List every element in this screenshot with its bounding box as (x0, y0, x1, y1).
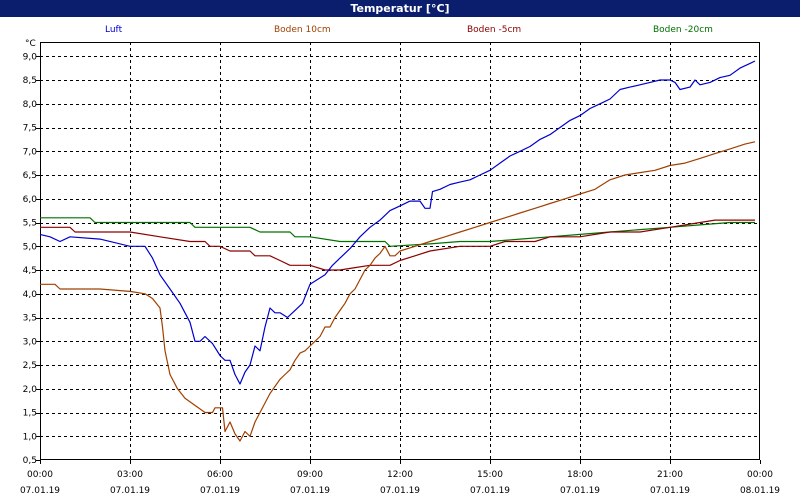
series-line-boden-20cm (40, 217, 755, 247)
y-tick-label: 1,0 (23, 432, 38, 442)
x-tick-time: 15:00 (477, 470, 503, 480)
y-tick-label: 7,5 (23, 124, 37, 134)
y-tick-label: 8,5 (23, 76, 37, 86)
series-line-boden-5cm (40, 219, 755, 271)
y-tick-label: 2,5 (23, 361, 37, 371)
x-tick-time: 18:00 (567, 470, 593, 480)
plot-frame (40, 42, 760, 460)
x-tick-date: 07.01.19 (560, 486, 600, 496)
y-tick-label: 0,5 (23, 456, 37, 466)
y-tick-label: 2,0 (23, 385, 38, 395)
window-title: Temperatur [°C] (0, 0, 800, 17)
y-tick-label: 3,5 (23, 314, 37, 324)
x-tick-time: 00:00 (27, 470, 53, 480)
x-tick-date: 07.01.19 (650, 486, 690, 496)
x-tick-date: 07.01.19 (380, 486, 420, 496)
legend-boden-20cm: Boden -20cm (653, 25, 713, 35)
y-tick-label: 4,0 (23, 290, 38, 300)
y-tick-label: 8,0 (23, 100, 38, 110)
x-tick-date: 07.01.19 (20, 486, 60, 496)
x-tick-date: 07.01.19 (290, 486, 330, 496)
y-tick-label: 6,0 (23, 195, 38, 205)
y-tick-label: 6,5 (23, 171, 37, 181)
legend-luft: Luft (105, 25, 123, 35)
y-tick-label: 7,0 (23, 147, 38, 157)
x-tick-time: 09:00 (297, 470, 323, 480)
x-tick-date: 07.01.19 (110, 486, 150, 496)
y-tick-label: 5,5 (23, 219, 37, 229)
x-tick-time: 21:00 (657, 470, 683, 480)
x-tick-time: 03:00 (117, 470, 143, 480)
x-tick-time: 00:00 (747, 470, 773, 480)
y-tick-label: 3,0 (23, 337, 38, 347)
y-tick-label: 4,5 (23, 266, 37, 276)
series-line-boden-10cm (40, 141, 756, 442)
legend-boden-5cm: Boden -5cm (467, 25, 522, 35)
series-line-luft (39, 60, 756, 385)
x-tick-time: 06:00 (207, 470, 233, 480)
y-tick-label: 9,0 (23, 52, 38, 62)
x-tick-date: 08.01.19 (740, 486, 780, 496)
x-tick-time: 12:00 (387, 470, 413, 480)
y-axis-unit: °C (25, 39, 36, 49)
y-tick-label: 5,0 (23, 242, 38, 252)
legend-boden-10cm: Boden 10cm (274, 25, 331, 35)
x-tick-date: 07.01.19 (200, 486, 240, 496)
y-tick-label: 1,5 (23, 409, 37, 419)
x-tick-date: 07.01.19 (470, 486, 510, 496)
